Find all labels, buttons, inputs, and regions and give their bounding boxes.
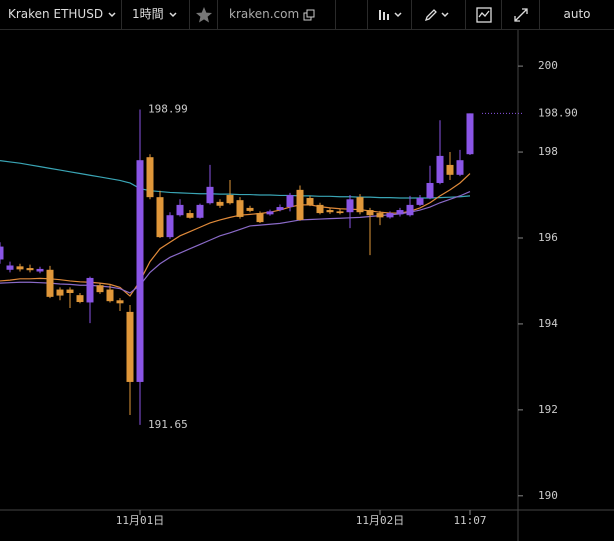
- indicator-button[interactable]: [466, 0, 502, 29]
- candle-body: [326, 210, 334, 213]
- moving-average: [0, 191, 471, 294]
- candle-body: [416, 198, 424, 205]
- candle-body: [236, 200, 244, 217]
- candle-body: [146, 157, 154, 198]
- scale-button[interactable]: auto: [540, 0, 614, 29]
- candle-body: [226, 195, 234, 204]
- favorite-button[interactable]: [190, 0, 218, 29]
- y-tick-label: 196: [538, 231, 558, 244]
- candle-body: [196, 204, 204, 218]
- candle-body: [336, 211, 344, 214]
- candle-body: [96, 285, 104, 293]
- candle-body: [6, 265, 14, 270]
- toolbar: Kraken ETHUSD 1時間 kraken.com auto: [0, 0, 614, 30]
- candle-body: [166, 215, 174, 238]
- symbol-select[interactable]: Kraken ETHUSD: [0, 0, 122, 29]
- candle-body: [396, 210, 404, 215]
- expand-icon: [514, 7, 528, 22]
- candle-body: [246, 207, 254, 211]
- min-label: 191.65: [148, 418, 188, 431]
- external-icon: [303, 9, 315, 20]
- candle-body: [316, 204, 324, 214]
- indicator-icon: [476, 6, 492, 23]
- candle-body: [286, 195, 294, 208]
- chevron: [108, 11, 116, 17]
- candle-body: [136, 160, 144, 382]
- candle-body: [266, 211, 274, 215]
- candle-body: [346, 199, 354, 213]
- moving-average: [0, 173, 471, 297]
- site-link[interactable]: kraken.com: [218, 0, 336, 29]
- max-label: 198.99: [148, 102, 188, 115]
- candle-icon: [379, 9, 402, 20]
- candle-body: [366, 210, 374, 216]
- candle-body: [126, 311, 134, 382]
- y-tick-label: 198: [538, 145, 558, 158]
- symbol: Kraken ETHUSD: [8, 7, 104, 21]
- candle-body: [46, 269, 54, 297]
- candle-body: [356, 197, 364, 213]
- candle-body: [296, 189, 304, 220]
- candle-body: [376, 213, 384, 218]
- x-tick-label: 11:07: [453, 514, 486, 527]
- candle-body: [106, 289, 114, 302]
- chart-type-button[interactable]: [368, 0, 412, 29]
- candle-body: [466, 113, 474, 155]
- y-tick-label: 190: [538, 489, 558, 502]
- candle-body: [16, 266, 24, 270]
- moving-average: [0, 160, 471, 199]
- candle-body: [186, 213, 194, 218]
- interval-select[interactable]: 1時間: [122, 0, 190, 29]
- interval: 1時間: [132, 7, 164, 21]
- candle-body: [0, 246, 4, 260]
- candle-body: [206, 186, 214, 204]
- candle-body: [66, 289, 74, 293]
- star-icon: [196, 6, 212, 22]
- spacer: [336, 0, 368, 29]
- pencil-icon: [424, 8, 449, 21]
- y-tick-label: 200: [538, 59, 558, 72]
- scale: auto: [563, 7, 591, 21]
- draw-button[interactable]: [412, 0, 466, 29]
- candle-body: [436, 155, 444, 183]
- last-price-label: 198.90: [538, 106, 578, 119]
- candle-body: [76, 295, 84, 303]
- candle-body: [276, 207, 284, 211]
- y-tick-label: 194: [538, 317, 558, 330]
- candle-body: [406, 204, 414, 216]
- candle-body: [56, 289, 64, 296]
- candle-body: [176, 204, 184, 216]
- candle-body: [116, 300, 124, 304]
- candle-body: [446, 164, 454, 175]
- chevron: [169, 11, 177, 17]
- chart: 190 192 194 196 198 200 11月01日 11月02日 11:07 198.9…: [0, 30, 614, 541]
- candle-body: [26, 268, 34, 271]
- x-tick-label: 11月01日: [116, 514, 165, 527]
- candle-body: [156, 197, 164, 238]
- candle-body: [216, 201, 224, 206]
- site: kraken.com: [229, 7, 300, 21]
- candle-body: [256, 213, 264, 223]
- candle-body: [426, 182, 434, 199]
- candle-body: [36, 268, 44, 272]
- candle-body: [386, 213, 394, 218]
- fullscreen-button[interactable]: [502, 0, 540, 29]
- candle-body: [306, 198, 314, 205]
- y-tick-label: 192: [538, 403, 558, 416]
- candle-body: [456, 160, 464, 175]
- candle-body: [86, 277, 94, 303]
- x-tick-label: 11月02日: [356, 514, 405, 527]
